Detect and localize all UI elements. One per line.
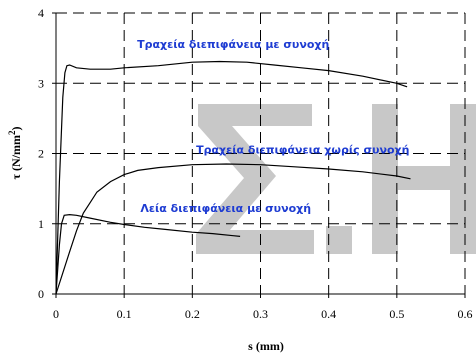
y-axis-title-tail: ) (9, 126, 23, 130)
annotation-2: Τραχεία διεπιφάνεια χωρίς συνοχή (196, 144, 409, 157)
x-tick-label: 0.5 (389, 307, 404, 321)
y-axis-title-base: τ (N/mm (9, 135, 23, 180)
annotation-1: Τραχεία διεπιφάνεια με συνοχή (137, 38, 329, 51)
y-axis-title-superscript: 2 (7, 130, 17, 135)
series-line-3 (55, 213, 241, 295)
series-line-2 (55, 163, 411, 295)
y-tick-label: 1 (38, 217, 44, 231)
y-tick-label: 3 (38, 76, 44, 90)
series-group (55, 60, 411, 295)
watermark-sigma-glyph (196, 104, 314, 254)
watermark-dot-glyph (326, 226, 352, 254)
annotations: Τραχεία διεπιφάνεια με συνοχή Τραχεία διε… (137, 38, 409, 215)
annotation-3: Λεία διεπιφάνεια με συνοχή (140, 202, 311, 215)
x-tick-label: 0.4 (321, 307, 336, 321)
x-tick-label: 0.6 (458, 307, 473, 321)
y-tick-label: 2 (38, 147, 44, 161)
x-tick-label: 0 (53, 307, 59, 321)
x-axis-title: s (mm) (248, 339, 284, 353)
grid (56, 12, 466, 294)
watermark (196, 104, 476, 254)
y-axis-title: τ (N/mm2) (7, 126, 23, 179)
x-tick-label: 0.1 (117, 307, 132, 321)
axes: 0 0.1 0.2 0.3 0.4 0.5 0.6 0 1 2 3 4 (38, 6, 473, 321)
x-tick-label: 0.2 (185, 307, 200, 321)
series-line-1 (55, 60, 408, 295)
y-tick-label: 4 (38, 6, 44, 20)
watermark-eta-glyph (372, 104, 476, 254)
y-tick-label: 0 (38, 287, 44, 301)
x-tick-label: 0.3 (253, 307, 268, 321)
